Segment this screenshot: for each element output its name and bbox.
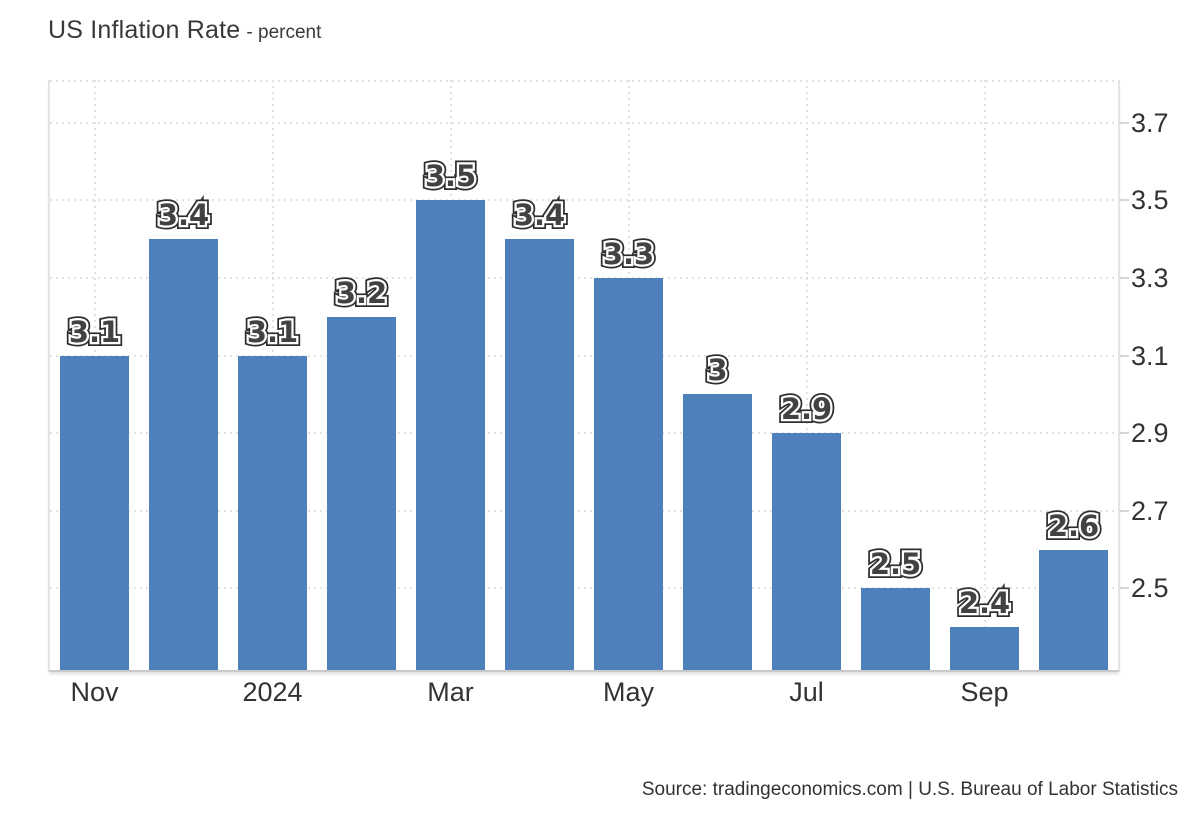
bar-value-label-layer: 3.2 [335,275,388,310]
bar[interactable] [505,239,574,670]
y-tick-label: 3.5 [1131,185,1169,216]
x-gridline [805,80,808,670]
bar-value-label-layer: 3.4 [513,198,566,233]
bar-value-label: 3.1 3.1 3.1 [243,312,302,352]
bar-value-label-layer: 3.1 [243,312,302,352]
bar-value-label-layer: 2.9 [780,392,833,427]
bar-value-label-layer: 3.1 [246,314,299,349]
bar-value-label-layer: 2.6 [1044,506,1103,546]
bar[interactable] [950,627,1019,670]
bar-value-label-layer: 3.3 [599,234,658,274]
bar-value-label-layer: 2.4 [955,583,1014,623]
x-tick-label: Sep [960,677,1009,707]
y-tick-mark [1120,587,1129,590]
bar-value-label-layer: 2.5 [866,544,925,584]
bar-value-label-layer: 3.5 [423,158,479,195]
bar[interactable] [1039,549,1108,670]
bar[interactable] [416,200,485,670]
bar-value-label-layer: 2.6 [1046,507,1102,544]
bar-value-label-layer: 3.1 [67,313,123,350]
bar-value-label-layer: 2.5 [868,546,924,583]
bar-value-label-layer: 2.4 [957,585,1013,622]
chart-title-subtitle: - percent [246,22,322,43]
bar[interactable] [861,588,930,670]
bar-value-label-layer: 3.1 [245,313,301,350]
bar-value-label-layer: 2.5 [869,547,922,582]
bar-value-label: 3.4 3.4 3.4 [510,195,569,235]
y-tick-label: 2.5 [1131,573,1169,604]
bar-value-label: 2.4 2.4 2.4 [955,583,1014,623]
bar-value-label-layer: 3.3 [601,236,657,273]
bar-value-label-layer: 3 [703,350,731,390]
bar-value-label: 3.3 3.3 3.3 [599,234,658,274]
bar-value-label-layer: 3 [705,352,730,389]
y-gridline [50,121,1118,124]
y-tick-label: 3.7 [1131,107,1169,138]
chart-title: US Inflation Rate - percent [48,16,321,45]
bar-value-label-layer: 2.6 [1047,508,1100,543]
bar-value-label: 3.5 3.5 3.5 [421,156,480,196]
bar-value-label-layer: 3.5 [421,156,480,196]
source-attribution: Source: tradingeconomics.com | U.S. Bure… [641,779,1178,800]
x-tick-label: Jul [789,677,824,707]
bar-value-label-layer: 3.1 [68,314,121,349]
bar-value-label-layer: 3.2 [334,275,390,312]
bar[interactable] [594,277,663,670]
x-tick-label: May [602,677,655,707]
bar-value-label: 2.5 2.5 2.5 [866,544,925,584]
bar-value-label: 3.2 3.2 3.2 [332,273,391,313]
y-gridline [50,509,1118,512]
y-tick-mark [1120,432,1129,435]
x-tick-label: 2024 [242,677,303,707]
bar[interactable] [683,394,752,670]
bar[interactable] [238,355,307,670]
y-gridline [50,276,1118,279]
y-tick-mark [1120,509,1129,512]
y-gridline [50,587,1118,590]
x-tick-label: Nov [70,677,119,707]
bar[interactable] [327,316,396,670]
bar[interactable] [772,433,841,670]
bar-value-label-layer: 3.1 [65,312,124,352]
plot-top-gridline [50,80,1118,82]
bar-value-label-layer: 3.4 [157,198,210,233]
x-gridline [983,80,986,670]
plot-area: 3.1 3.1 3.1 3.4 3.4 3.4 3.1 3.1 3.1 3.2 3.2 3.2 3.5 3… [48,80,1120,672]
bar-value-label-layer: 3.4 [156,197,212,234]
y-gridline [50,199,1118,202]
x-tick-label: Mar [427,677,474,707]
bar-value-label: 3.1 3.1 3.1 [65,312,124,352]
bar-value-label-layer: 3.4 [510,195,569,235]
y-tick-label: 2.9 [1131,418,1169,449]
bar-value-label-layer: 3.2 [332,273,391,313]
y-tick-mark [1120,121,1129,124]
bar-value-label: 2.9 2.9 2.9 [777,389,836,429]
y-tick-label: 2.7 [1131,495,1169,526]
y-tick-mark [1120,276,1129,279]
bar-value-label-layer: 3.4 [512,197,568,234]
bar-value-label-layer: 3 [707,353,728,388]
chart-title-main: US Inflation Rate [48,16,241,44]
y-tick-label: 3.3 [1131,262,1169,293]
y-gridline [50,432,1118,435]
y-tick-mark [1120,199,1129,202]
bar-value-label: 3.4 3.4 3.4 [154,195,213,235]
bar[interactable] [149,239,218,670]
y-gridline [50,354,1118,357]
bar[interactable] [60,355,129,670]
bar-value-label-layer: 2.9 [777,389,836,429]
bar-value-label-layer: 3.3 [602,236,655,271]
y-tick-mark [1120,354,1129,357]
y-tick-label: 3.1 [1131,340,1169,371]
bar-value-label: 2.6 2.6 2.6 [1044,506,1103,546]
bar-value-label-layer: 2.9 [779,391,835,428]
bar-value-label-layer: 3.4 [154,195,213,235]
bar-value-label-layer: 2.4 [958,586,1011,621]
bar-value-label-layer: 3.5 [424,159,477,194]
